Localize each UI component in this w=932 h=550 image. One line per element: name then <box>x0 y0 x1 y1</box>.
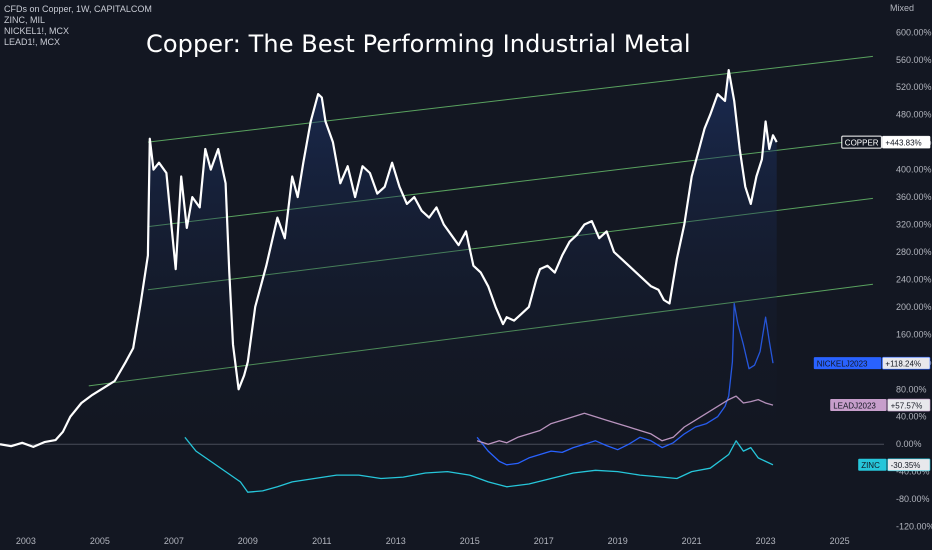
x-tick-label-2009: 2009 <box>238 536 258 546</box>
legend-copper[interactable]: CFDs on Copper, 1W, CAPITALCOM <box>4 4 152 14</box>
x-tick-label-2023: 2023 <box>756 536 776 546</box>
badge-value: +57.57% <box>891 401 923 410</box>
y-tick-label: 320.00% <box>896 220 932 230</box>
y-tick-label: 560.00% <box>896 55 932 65</box>
y-tick-label: 280.00% <box>896 247 932 257</box>
scale-mode-label[interactable]: Mixed <box>889 3 914 13</box>
y-tick-label: 360.00% <box>896 192 932 202</box>
badge-nickelj2023[interactable]: NICKELJ2023 +118.24% <box>813 356 931 370</box>
x-tick-label-2013: 2013 <box>386 536 406 546</box>
chart-title: Copper: The Best Performing Industrial M… <box>146 30 691 58</box>
badge-name-box <box>830 399 887 412</box>
y-tick-label: 200.00% <box>896 302 932 312</box>
y-tick-label: -40.00% <box>896 467 930 477</box>
badge-copper[interactable]: COPPER +443.83% <box>841 135 931 149</box>
y-tick-label: 520.00% <box>896 82 932 92</box>
x-tick-label-2005: 2005 <box>90 536 110 546</box>
y-tick-label: 80.00% <box>896 384 927 394</box>
x-tick-label-2003: 2003 <box>16 536 36 546</box>
badge-series-name: COPPER <box>845 138 879 147</box>
x-tick-label-2007: 2007 <box>164 536 184 546</box>
series-area-copper <box>0 70 777 447</box>
badge-value-box <box>887 398 931 412</box>
y-tick-label: 160.00% <box>896 329 932 339</box>
badge-value: +443.83% <box>885 138 921 147</box>
series-line-copper[interactable] <box>0 68 778 448</box>
x-tick-label-2011: 2011 <box>312 536 331 546</box>
y-tick-label: 480.00% <box>896 110 932 120</box>
y-tick-label: 600.00% <box>896 27 932 37</box>
badge-zinc[interactable]: ZINC -30.35% <box>858 458 931 472</box>
legend-nickel[interactable]: NICKEL1!, MCX <box>4 26 70 36</box>
series-badges: COPPER +443.83% NICKELJ2023 +118.24% LEADJ20… <box>813 135 931 472</box>
y-tick-label: -120.00% <box>896 522 932 532</box>
badge-leadj2023[interactable]: LEADJ2023 +57.57% <box>830 398 931 412</box>
y-tick-label: -80.00% <box>896 494 930 504</box>
badge-name-box <box>858 458 887 471</box>
legend-lead[interactable]: LEAD1!, MCX <box>4 37 61 47</box>
y-tick-label: 400.00% <box>896 165 932 175</box>
series-line-zinc[interactable] <box>184 436 774 493</box>
y-tick-label: 240.00% <box>896 274 932 284</box>
badge-value: +118.24% <box>885 359 921 368</box>
badge-value: -30.35% <box>891 461 921 470</box>
trend-channel-line-1[interactable] <box>147 138 873 228</box>
x-tick-label-2021: 2021 <box>682 536 702 546</box>
badge-value-box <box>887 458 931 472</box>
x-tick-label-2025: 2025 <box>830 536 850 546</box>
x-tick-label-2019: 2019 <box>608 536 628 546</box>
y-tick-label: 0.00% <box>896 439 922 449</box>
y-tick-label: 40.00% <box>896 412 927 422</box>
badge-name-box <box>813 357 882 370</box>
badge-series-name: ZINC <box>861 461 880 470</box>
trend-channel-line-0[interactable] <box>147 55 873 143</box>
legend-zinc[interactable]: ZINC, MIL <box>4 15 46 25</box>
badge-value-box <box>882 135 931 149</box>
badge-name-box <box>841 135 882 149</box>
x-tick-label-2015: 2015 <box>460 536 480 546</box>
badge-series-name: LEADJ2023 <box>833 401 876 410</box>
badge-value-box <box>882 356 931 370</box>
badge-series-name: NICKELJ2023 <box>817 359 868 368</box>
series-legend: CFDs on Copper, 1W, CAPITALCOM ZINC, MIL… <box>4 4 152 48</box>
plot-area <box>0 55 884 493</box>
x-tick-label-2017: 2017 <box>534 536 554 546</box>
